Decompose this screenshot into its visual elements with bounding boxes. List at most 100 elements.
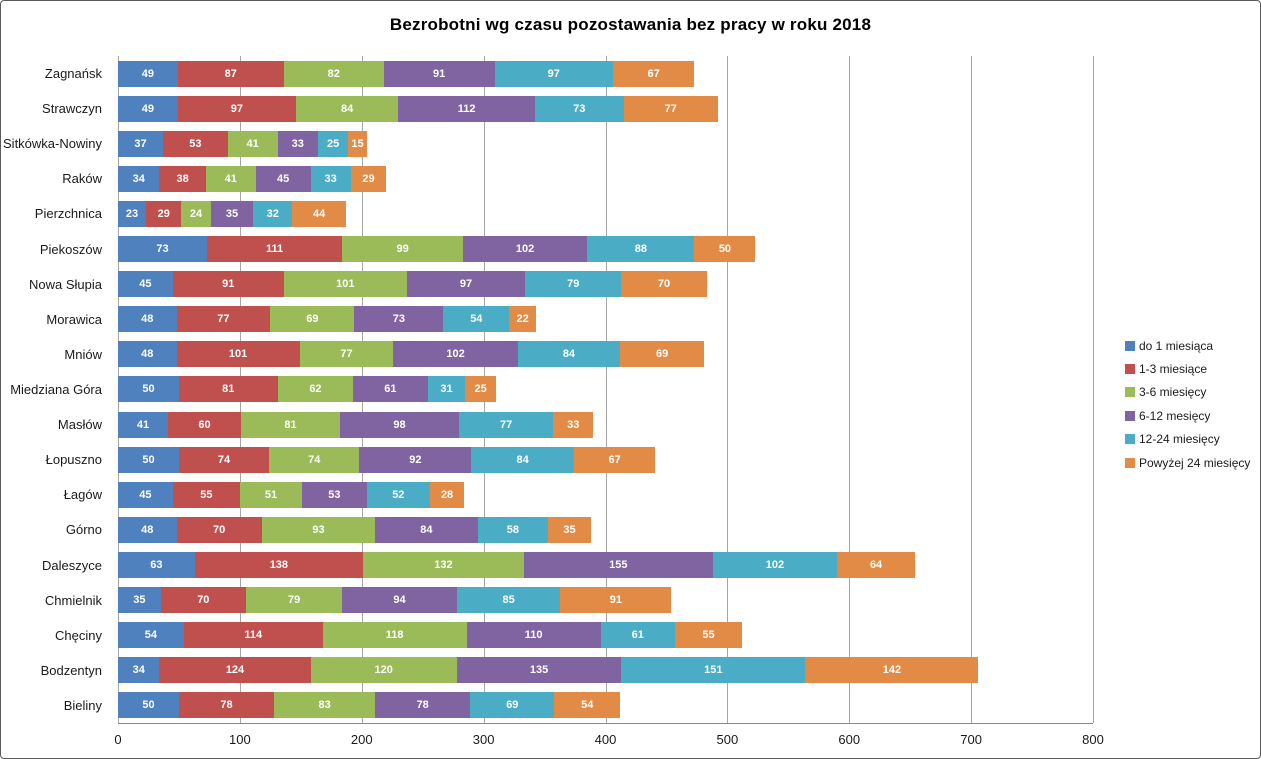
- bar-segment: 33: [277, 130, 318, 157]
- bar-value-label: 45: [139, 488, 152, 501]
- bar-segment: 54: [443, 306, 510, 333]
- bar-value-label: 84: [516, 453, 529, 466]
- bar-value-label: 97: [230, 102, 243, 115]
- bar-segment: 112: [398, 95, 535, 122]
- bar-segment: 78: [375, 692, 471, 719]
- bar-segment: 32: [253, 200, 293, 227]
- chart-title: Bezrobotni wg czasu pozostawania bez pra…: [389, 15, 872, 34]
- bar-value-label: 32: [266, 207, 279, 220]
- bar-value-label: 151: [704, 664, 723, 677]
- bar-segment: 124: [159, 657, 311, 684]
- bar-value-label: 77: [340, 348, 353, 361]
- bar-segment: 48: [118, 341, 177, 368]
- bar-segment: 138: [194, 552, 363, 579]
- bar-value-label: 51: [264, 488, 278, 501]
- bar-value-label: 81: [284, 418, 297, 431]
- bar-segment: 54: [554, 692, 621, 719]
- bar-value-label: 88: [634, 243, 647, 256]
- bar-segment: 81: [241, 411, 340, 438]
- bar-segment: 41: [118, 411, 168, 438]
- bar-value-label: 79: [287, 594, 301, 607]
- bar-segment: 79: [525, 271, 622, 298]
- category-label: Bieliny: [63, 697, 102, 713]
- bar-value-label: 48: [141, 523, 154, 536]
- bar-value-label: 61: [384, 383, 397, 396]
- gridline: [605, 56, 607, 723]
- category-label: Daleszyce: [42, 557, 102, 573]
- bar-value-label: 53: [189, 137, 202, 150]
- legend-label: 1-3 miesiące: [1139, 362, 1208, 377]
- bar-segment: 77: [176, 306, 271, 333]
- bar-segment: 29: [350, 165, 387, 192]
- stacked-bar: 48 77 69 73 54 22: [118, 306, 1093, 333]
- category-label: Pierzchnica: [34, 206, 102, 222]
- bar-segment: 49: [118, 95, 178, 122]
- category-label: Strawczyn: [42, 101, 102, 117]
- stacked-bar: 50 81 62 61 31 25: [118, 376, 1093, 403]
- bar-segment: 38: [159, 165, 206, 192]
- bar-segment: 23: [118, 200, 147, 227]
- x-axis-line: [118, 723, 1093, 724]
- bar-value-label: 60: [198, 418, 211, 431]
- x-tick-label: 600: [838, 732, 861, 747]
- stacked-bar: 45 91 101 97 79 70: [118, 271, 1093, 298]
- stacked-bar: 73 111 99 102 88 50: [118, 236, 1093, 263]
- category-label: Mniów: [64, 346, 102, 362]
- bar-row: 50 74 74 92 84 67: [118, 442, 1093, 477]
- stacked-bar: 34 38 41 45 33 29: [118, 165, 1093, 192]
- bar-value-label: 50: [718, 243, 732, 256]
- bar-segment: 48: [118, 516, 177, 543]
- bar-value-label: 118: [385, 629, 404, 642]
- bar-row: 45 55 51 53 52 28: [118, 477, 1093, 512]
- legend-label: 6-12 mesięcy: [1139, 408, 1211, 423]
- bar-value-label: 97: [547, 67, 560, 80]
- bar-segment: 84: [517, 341, 621, 368]
- x-tick-label: 400: [594, 732, 617, 747]
- bar-segment: 97: [406, 271, 526, 298]
- bar-value-label: 112: [457, 102, 476, 115]
- bar-segment: 22: [509, 306, 537, 333]
- category-label: Miedziana Góra: [10, 381, 102, 397]
- bar-value-label: 70: [213, 523, 226, 536]
- category-label: Zagnańsk: [44, 66, 102, 82]
- bar-value-label: 87: [224, 67, 237, 80]
- bar-value-label: 23: [125, 207, 139, 220]
- bar-value-label: 102: [515, 243, 535, 256]
- bar-value-label: 79: [567, 278, 580, 291]
- bar-value-label: 91: [222, 278, 235, 291]
- bar-value-label: 74: [308, 453, 321, 466]
- bar-value-label: 41: [224, 172, 237, 185]
- bar-segment: 78: [178, 692, 274, 719]
- stacked-bar: 48 70 93 84 58 35: [118, 516, 1093, 543]
- stacked-bar: 41 60 81 98 77 33: [118, 411, 1093, 438]
- bar-segment: 50: [118, 376, 179, 403]
- bar-segment: 44: [292, 200, 346, 227]
- bar-row: 48 77 69 73 54 22: [118, 302, 1093, 337]
- bar-row: 49 97 84 112 73 77: [118, 91, 1093, 126]
- bar-value-label: 99: [396, 243, 409, 256]
- legend-color-swatch: [1125, 364, 1135, 375]
- legend: do 1 miesiąca 1-3 miesiące 3-6 miesięcy 6-1…: [1125, 334, 1250, 474]
- bar-value-label: 92: [409, 453, 422, 466]
- bar-segment: 69: [620, 341, 705, 368]
- legend-color-swatch: [1125, 457, 1135, 468]
- bar-segment: 25: [465, 376, 496, 403]
- bar-value-label: 82: [327, 67, 340, 80]
- bar-value-label: 54: [470, 313, 483, 326]
- x-tick-label: 700: [960, 732, 982, 747]
- bar-segment: 67: [573, 446, 656, 473]
- bar-segment: 114: [183, 622, 323, 649]
- bar-segment: 84: [471, 446, 574, 473]
- bar-segment: 54: [118, 622, 184, 649]
- bar-segment: 51: [239, 481, 303, 508]
- x-tick-label: 0: [114, 732, 122, 747]
- bar-value-label: 78: [220, 699, 233, 712]
- bar-value-label: 78: [416, 699, 429, 712]
- bar-value-label: 35: [133, 594, 146, 607]
- stacked-bar: 34 124 120 135 151 142: [118, 657, 1093, 684]
- bar-value-label: 73: [392, 313, 406, 326]
- bar-segment: 55: [674, 622, 742, 649]
- bar-value-label: 124: [225, 664, 245, 677]
- bar-segment: 97: [177, 95, 296, 122]
- bar-segment: 155: [523, 552, 713, 579]
